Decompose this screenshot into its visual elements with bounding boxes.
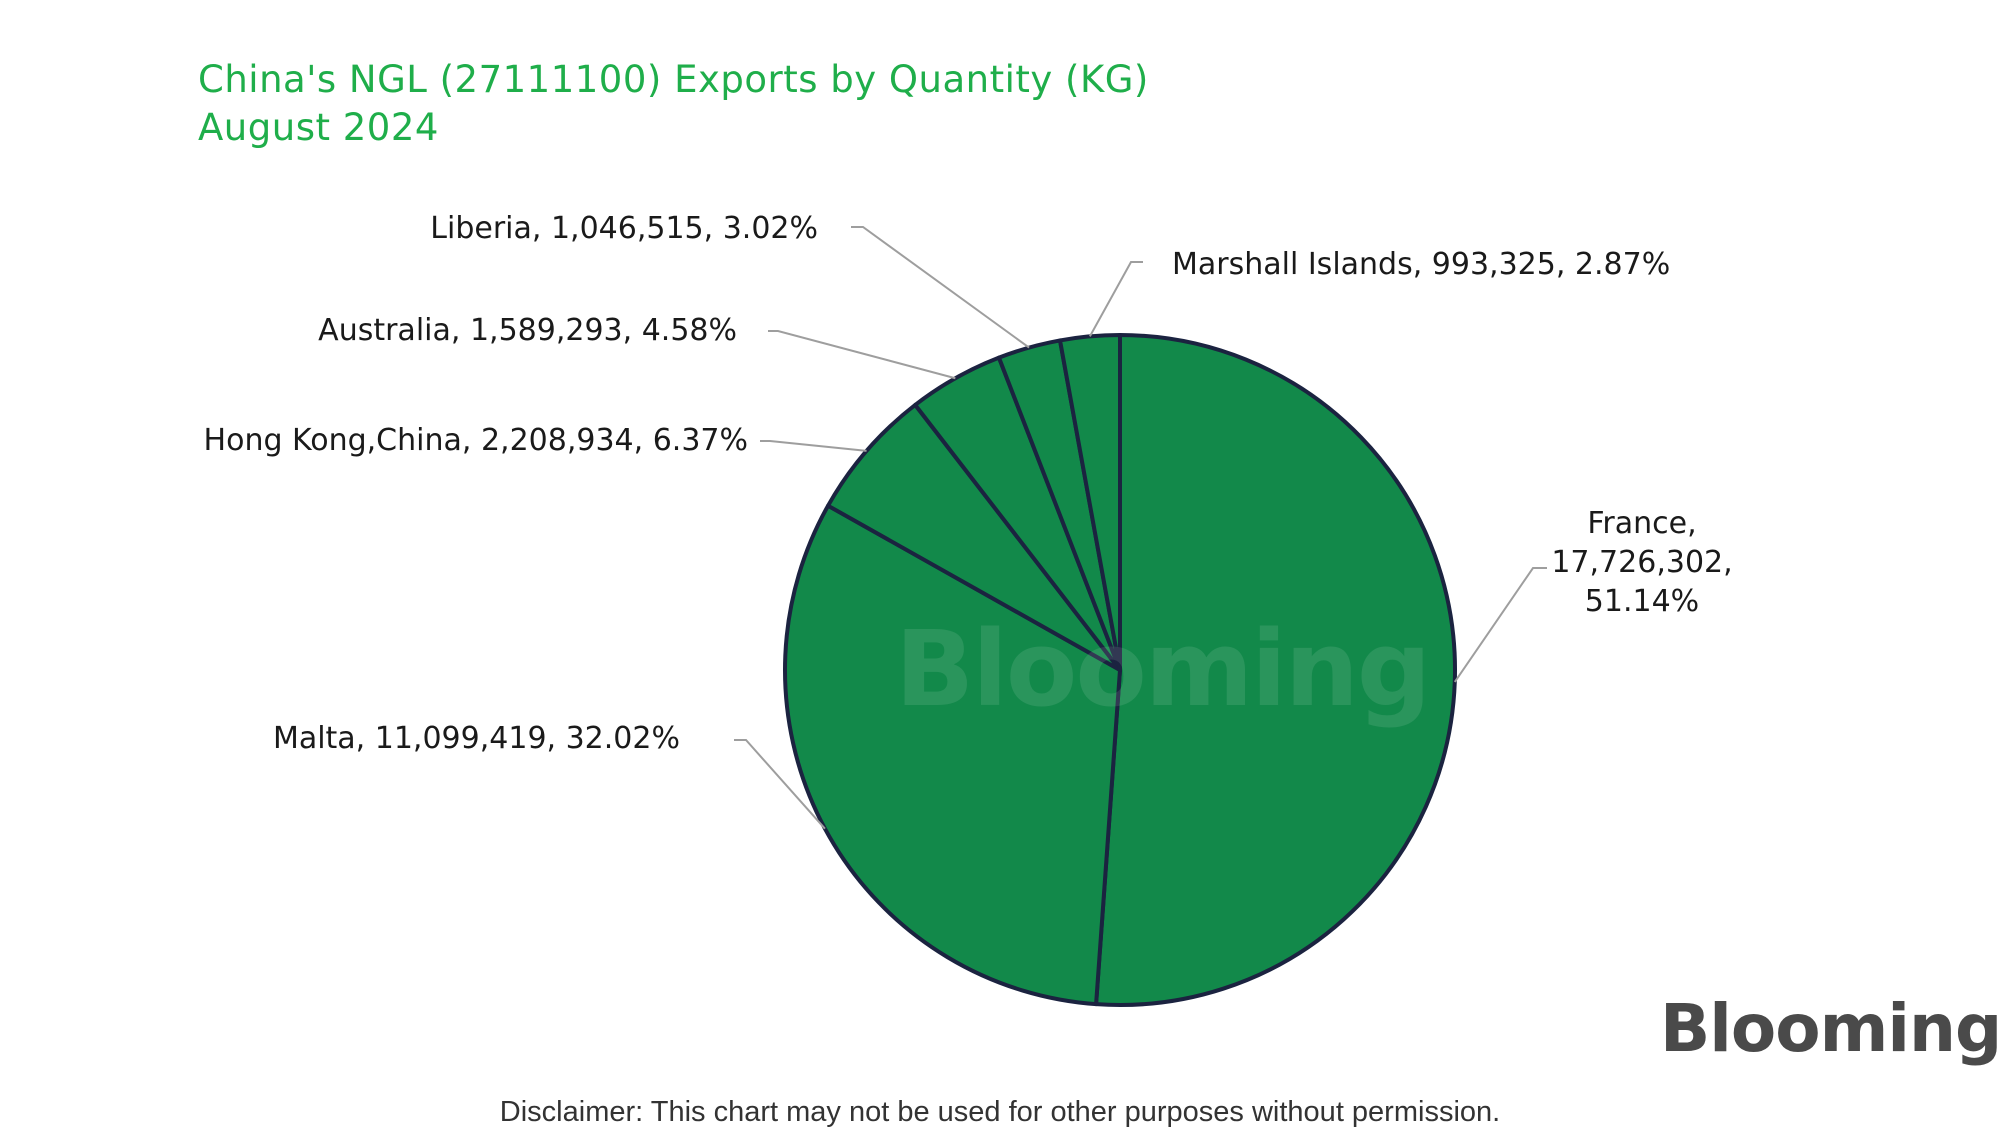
pie-slice-hong-kong-china bbox=[826, 402, 1122, 672]
brand-logo: Blooming bbox=[1660, 990, 2000, 1067]
leader-line-australia bbox=[768, 330, 956, 380]
chart-subtitle: August 2024 bbox=[198, 106, 439, 149]
pie-slices bbox=[783, 333, 1458, 1007]
slice-labels: France, 17,726,302, 51.14% Malta, 11,099… bbox=[204, 211, 1733, 756]
disclaimer-text: Disclaimer: This chart may not be used f… bbox=[499, 1096, 1501, 1128]
brand-logo-text: Blooming bbox=[1660, 990, 2000, 1067]
leader-line-malta bbox=[734, 739, 826, 830]
label-france-percent: 51.14% bbox=[1585, 584, 1699, 619]
label-france-value: 17,726,302, bbox=[1551, 545, 1732, 580]
leader-lines bbox=[734, 226, 1547, 830]
label-marshall-islands: Marshall Islands, 993,325, 2.87% bbox=[1172, 247, 1670, 282]
label-malta: Malta, 11,099,419, 32.02% bbox=[273, 721, 680, 756]
label-liberia: Liberia, 1,046,515, 3.02% bbox=[430, 211, 818, 246]
leader-line-france bbox=[1453, 567, 1547, 683]
leader-line-liberia bbox=[851, 226, 1030, 349]
leader-line-hong-kong-china bbox=[760, 440, 867, 452]
leader-line-marshall-islands bbox=[1089, 261, 1143, 337]
label-france-name: France, bbox=[1587, 506, 1696, 541]
chart-title: China's NGL (27111100) Exports by Quanti… bbox=[198, 58, 1149, 101]
pie-slice-france bbox=[1094, 333, 1458, 1007]
pie-slice-malta bbox=[783, 503, 1122, 1007]
label-hongkong: Hong Kong,China, 2,208,934, 6.37% bbox=[204, 423, 748, 458]
label-australia: Australia, 1,589,293, 4.58% bbox=[318, 313, 737, 348]
